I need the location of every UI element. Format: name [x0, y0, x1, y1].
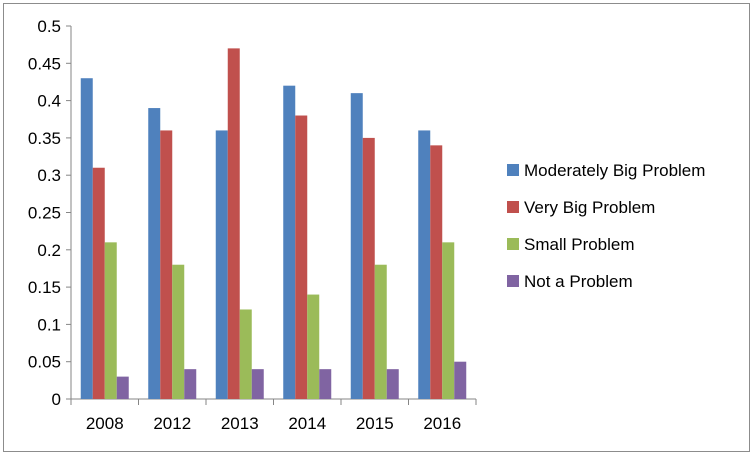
- y-tick-label: 0.4: [37, 92, 61, 111]
- x-axis: 2008 2012 2013 2014 2015 2016: [70, 398, 477, 433]
- x-tick-label: 2016: [423, 414, 461, 433]
- legend-label: Moderately Big Problem: [524, 161, 705, 180]
- bar-very-big-problem-2016: [430, 145, 443, 399]
- bar-small-problem-2014: [307, 294, 320, 399]
- bar-not-a-problem-2013: [251, 369, 264, 399]
- y-tick-label: 0: [52, 390, 61, 409]
- bar-not-a-problem-2012: [184, 369, 197, 399]
- bar-moderately-big-problem-2015: [350, 93, 363, 399]
- bar-moderately-big-problem-2014: [283, 85, 296, 400]
- legend-swatch: [507, 275, 519, 287]
- y-tick-label: 0.3: [37, 166, 61, 185]
- legend-label: Small Problem: [524, 235, 635, 254]
- x-tick-label: 2008: [86, 414, 124, 433]
- bar-very-big-problem-2015: [362, 137, 375, 399]
- bar-very-big-problem-2012: [160, 130, 173, 399]
- x-tick-label: 2015: [356, 414, 394, 433]
- y-tick-label: 0.5: [37, 17, 61, 36]
- bar-very-big-problem-2013: [227, 48, 240, 399]
- y-tick-label: 0.2: [37, 241, 61, 260]
- bar-moderately-big-problem-2016: [418, 130, 431, 399]
- x-tick-label: 2012: [153, 414, 191, 433]
- y-tick-label: 0.15: [28, 278, 61, 297]
- x-tick-label: 2013: [221, 414, 259, 433]
- bar-small-problem-2012: [172, 264, 185, 399]
- bar-small-problem-2013: [239, 309, 252, 399]
- bar-not-a-problem-2015: [386, 369, 399, 399]
- y-tick-label: 0.45: [28, 54, 61, 73]
- y-tick-label: 0.05: [28, 353, 61, 372]
- y-tick-label: 0.25: [28, 204, 61, 223]
- bar-not-a-problem-2008: [116, 376, 129, 399]
- bar-small-problem-2016: [442, 242, 455, 399]
- y-tick-label: 0.35: [28, 129, 61, 148]
- bar-moderately-big-problem-2013: [215, 130, 228, 399]
- legend-swatch: [507, 201, 519, 213]
- bar-very-big-problem-2014: [295, 115, 308, 400]
- legend: Moderately Big Problem Very Big Problem Sm…: [507, 161, 705, 291]
- y-tick-label: 0.1: [37, 315, 61, 334]
- legend-swatch: [507, 164, 519, 176]
- x-tick-label: 2014: [288, 414, 326, 433]
- bar-very-big-problem-2008: [92, 167, 105, 399]
- bar-not-a-problem-2014: [319, 369, 332, 399]
- bars: [80, 48, 467, 400]
- bar-small-problem-2008: [104, 242, 117, 399]
- legend-label: Very Big Problem: [524, 198, 655, 217]
- y-axis: 0 0.05 0.1 0.15 0.2 0.25 0.3 0.35 0.4 0.45 0.5: [28, 17, 72, 409]
- legend-swatch: [507, 238, 519, 250]
- bar-moderately-big-problem-2008: [80, 78, 93, 399]
- bar-small-problem-2015: [374, 264, 387, 399]
- legend-label: Not a Problem: [524, 272, 633, 291]
- bar-not-a-problem-2016: [454, 361, 467, 399]
- bar-moderately-big-problem-2012: [148, 108, 161, 399]
